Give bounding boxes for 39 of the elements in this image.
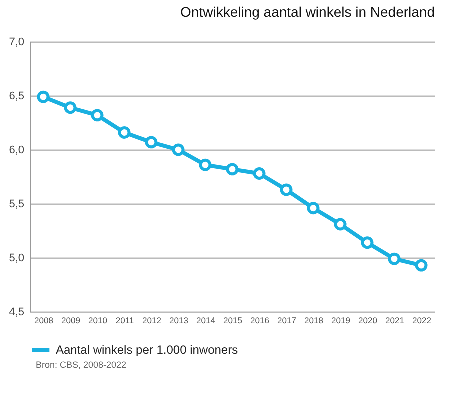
x-tick-label: 2017 <box>278 316 297 326</box>
point <box>280 184 293 196</box>
chart-title: Ontwikkeling aantal winkels in Nederland <box>180 4 435 20</box>
x-tick-label: 2008 <box>34 316 54 326</box>
y-tick-label: 7,0 <box>9 36 24 48</box>
point <box>118 126 131 139</box>
x-tick-label: 2010 <box>88 316 108 326</box>
x-tick-label: 2021 <box>386 316 405 326</box>
point <box>334 218 347 231</box>
x-tick-label: 2009 <box>62 316 81 326</box>
point <box>172 144 185 156</box>
y-tick-label: 5,5 <box>9 198 24 210</box>
point <box>415 259 428 272</box>
point <box>307 202 320 215</box>
y-tick-label: 6,5 <box>9 90 24 102</box>
point <box>91 109 104 122</box>
y-tick-label: 5,0 <box>9 252 24 264</box>
point <box>145 136 158 149</box>
x-tick-label: 2016 <box>250 316 270 326</box>
x-tick-label: 2011 <box>116 316 134 326</box>
x-tick-label: 2022 <box>412 316 432 326</box>
legend-label: Aantal winkels per 1.000 inwoners <box>56 343 238 357</box>
point <box>388 252 401 266</box>
x-tick-label: 2014 <box>196 316 216 326</box>
x-tick-label: 2013 <box>170 316 189 326</box>
x-tick-label: 2018 <box>304 316 324 326</box>
x-tick-label: 2015 <box>224 316 243 326</box>
y-tick-label: 4,5 <box>9 306 24 318</box>
x-tick-label: 2019 <box>332 316 351 326</box>
x-tick-label: 2012 <box>142 316 162 326</box>
point <box>199 158 212 172</box>
text: Bron: CBS, 2008-2022 <box>36 360 128 370</box>
point <box>361 236 374 250</box>
point <box>253 168 266 180</box>
point <box>37 90 50 104</box>
point <box>64 102 77 114</box>
y-tick-label: 6,0 <box>9 144 24 156</box>
point <box>226 163 239 176</box>
x-tick-label: 2020 <box>358 316 378 326</box>
